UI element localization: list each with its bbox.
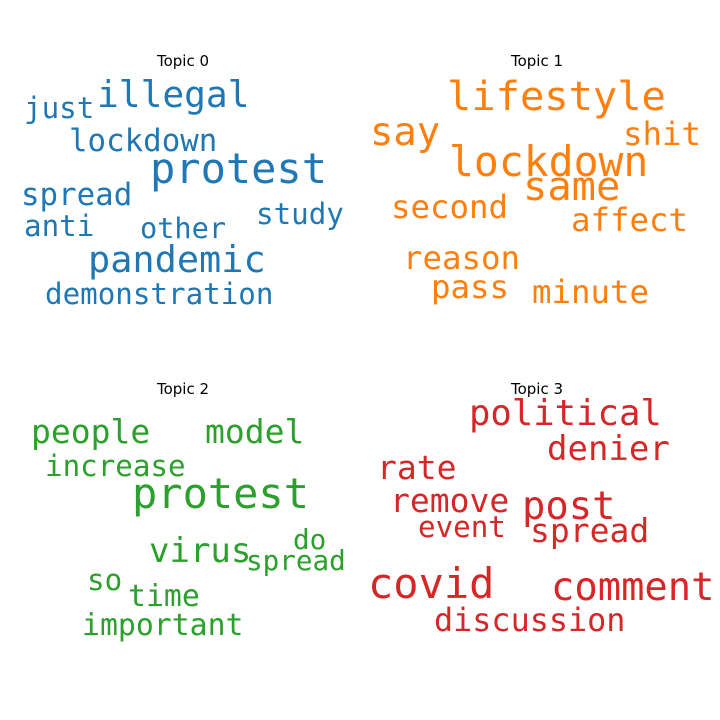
topic-2-word-important: important — [82, 608, 243, 643]
topic-3-word-spread: spread — [530, 511, 649, 550]
topic-2-word-do: do — [293, 523, 326, 556]
topic-0-word-pandemic: pandemic — [88, 238, 266, 281]
topic-2-word-people: people — [31, 412, 150, 451]
topic-0-word-anti: anti — [24, 209, 94, 243]
topic-3-word-discussion: discussion — [434, 602, 625, 639]
topic-3-word-covid: covid — [368, 559, 494, 608]
topic-1-word-minute: minute — [532, 273, 649, 311]
topic-1-word-shit: shit — [623, 115, 701, 153]
topic-1-word-reason: reason — [403, 239, 520, 277]
topic-0-word-lockdown: lockdown — [69, 123, 217, 159]
topic-3-word-comment: comment — [551, 565, 715, 610]
topic-0-word-other: other — [140, 211, 226, 245]
topic-1-word-pass: pass — [431, 268, 509, 306]
topic-3-word-event: event — [418, 510, 506, 544]
topic-2-word-spread: spread — [246, 544, 346, 577]
topic-3-word-political: political — [469, 393, 662, 434]
topic-1-word-say: say — [370, 110, 440, 155]
topic-2-word-time: time — [128, 579, 200, 614]
topic-0-word-study: study — [256, 197, 344, 231]
topic-3-title: Topic 3 — [510, 380, 563, 398]
topic-2-word-model: model — [205, 412, 304, 451]
topic-3-word-post: post — [522, 484, 615, 529]
topic-2-word-increase: increase — [45, 449, 186, 483]
topic-1-word-same: same — [523, 162, 620, 210]
topic-1-word-lockdown: lockdown — [449, 138, 648, 186]
topic-0-word-illegal: illegal — [97, 73, 250, 116]
topic-2-word-so: so — [87, 563, 122, 597]
topic-2-title: Topic 2 — [156, 380, 209, 398]
topic-0-word-demonstration: demonstration — [45, 277, 273, 311]
topic-3-word-remove: remove — [390, 481, 509, 520]
topic-3-panel: Topic 3 covid commentpostpoliticaldenierr… — [368, 380, 715, 639]
topic-3-word-rate: rate — [377, 448, 456, 487]
topic-1-word-affect: affect — [571, 201, 688, 239]
topic-3-word-denier: denier — [547, 429, 670, 469]
topic-1-word-lifestyle: lifestyle — [447, 72, 666, 120]
topic-0-word-spread: spread — [21, 177, 132, 213]
topic-1-title: Topic 1 — [510, 52, 563, 70]
topic-0-title: Topic 0 — [156, 52, 209, 70]
topic-0-word-just: just — [24, 91, 94, 125]
topic-0-panel: Topic 0 protest illegal pandemic lockdownju… — [21, 52, 344, 311]
topic-1-word-second: second — [391, 188, 508, 226]
topic-2-word-virus: virus — [149, 531, 251, 571]
topic-0-word-protest: protest — [150, 144, 327, 193]
topic-2-panel: Topic 2 protest people model increase virus d… — [31, 380, 346, 643]
topic-2-word-protest: protest — [132, 469, 309, 518]
